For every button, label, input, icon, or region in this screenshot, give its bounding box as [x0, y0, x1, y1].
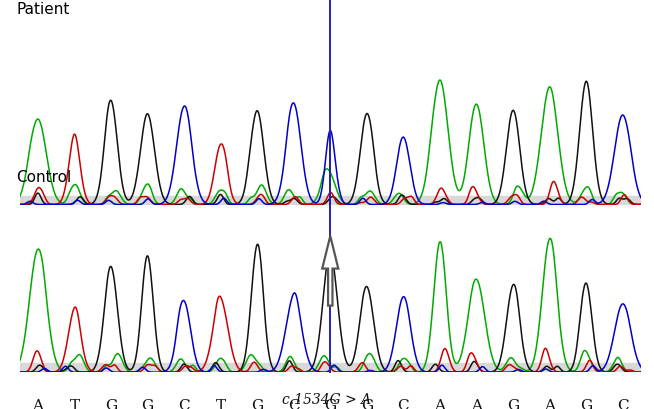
Text: G: G: [361, 231, 373, 245]
Text: A: A: [33, 231, 43, 245]
Text: T: T: [216, 231, 226, 245]
Text: C: C: [617, 231, 628, 245]
Text: A: A: [434, 399, 445, 409]
Text: G: G: [361, 399, 373, 409]
Text: C: C: [179, 231, 190, 245]
Text: Patient: Patient: [16, 2, 70, 18]
Text: G: G: [507, 231, 519, 245]
Polygon shape: [322, 236, 338, 306]
Text: A: A: [33, 399, 43, 409]
Bar: [20, 363, 641, 372]
Text: Control: Control: [16, 170, 72, 185]
Text: G: G: [141, 231, 154, 245]
Text: A: A: [471, 399, 482, 409]
Text: C: C: [398, 399, 409, 409]
Text: G: G: [580, 231, 593, 245]
Text: C: C: [179, 399, 190, 409]
Text: C: C: [617, 399, 628, 409]
Text: G: G: [251, 231, 264, 245]
Text: c.1534G > A: c.1534G > A: [283, 393, 371, 407]
Text: C: C: [288, 231, 300, 245]
Text: C: C: [288, 399, 300, 409]
Text: A: A: [325, 231, 336, 245]
Text: T: T: [216, 399, 226, 409]
Bar: [20, 196, 641, 204]
Text: G: G: [507, 399, 519, 409]
Text: G: G: [580, 399, 593, 409]
Text: G: G: [105, 231, 117, 245]
Text: A: A: [471, 231, 482, 245]
Text: G: G: [324, 399, 336, 409]
Text: T: T: [69, 231, 80, 245]
Text: G: G: [251, 399, 264, 409]
Text: A: A: [544, 231, 555, 245]
Text: G: G: [141, 399, 154, 409]
Text: T: T: [69, 399, 80, 409]
Text: C: C: [398, 231, 409, 245]
Text: A: A: [544, 399, 555, 409]
Text: A: A: [434, 231, 445, 245]
Text: G: G: [105, 399, 117, 409]
